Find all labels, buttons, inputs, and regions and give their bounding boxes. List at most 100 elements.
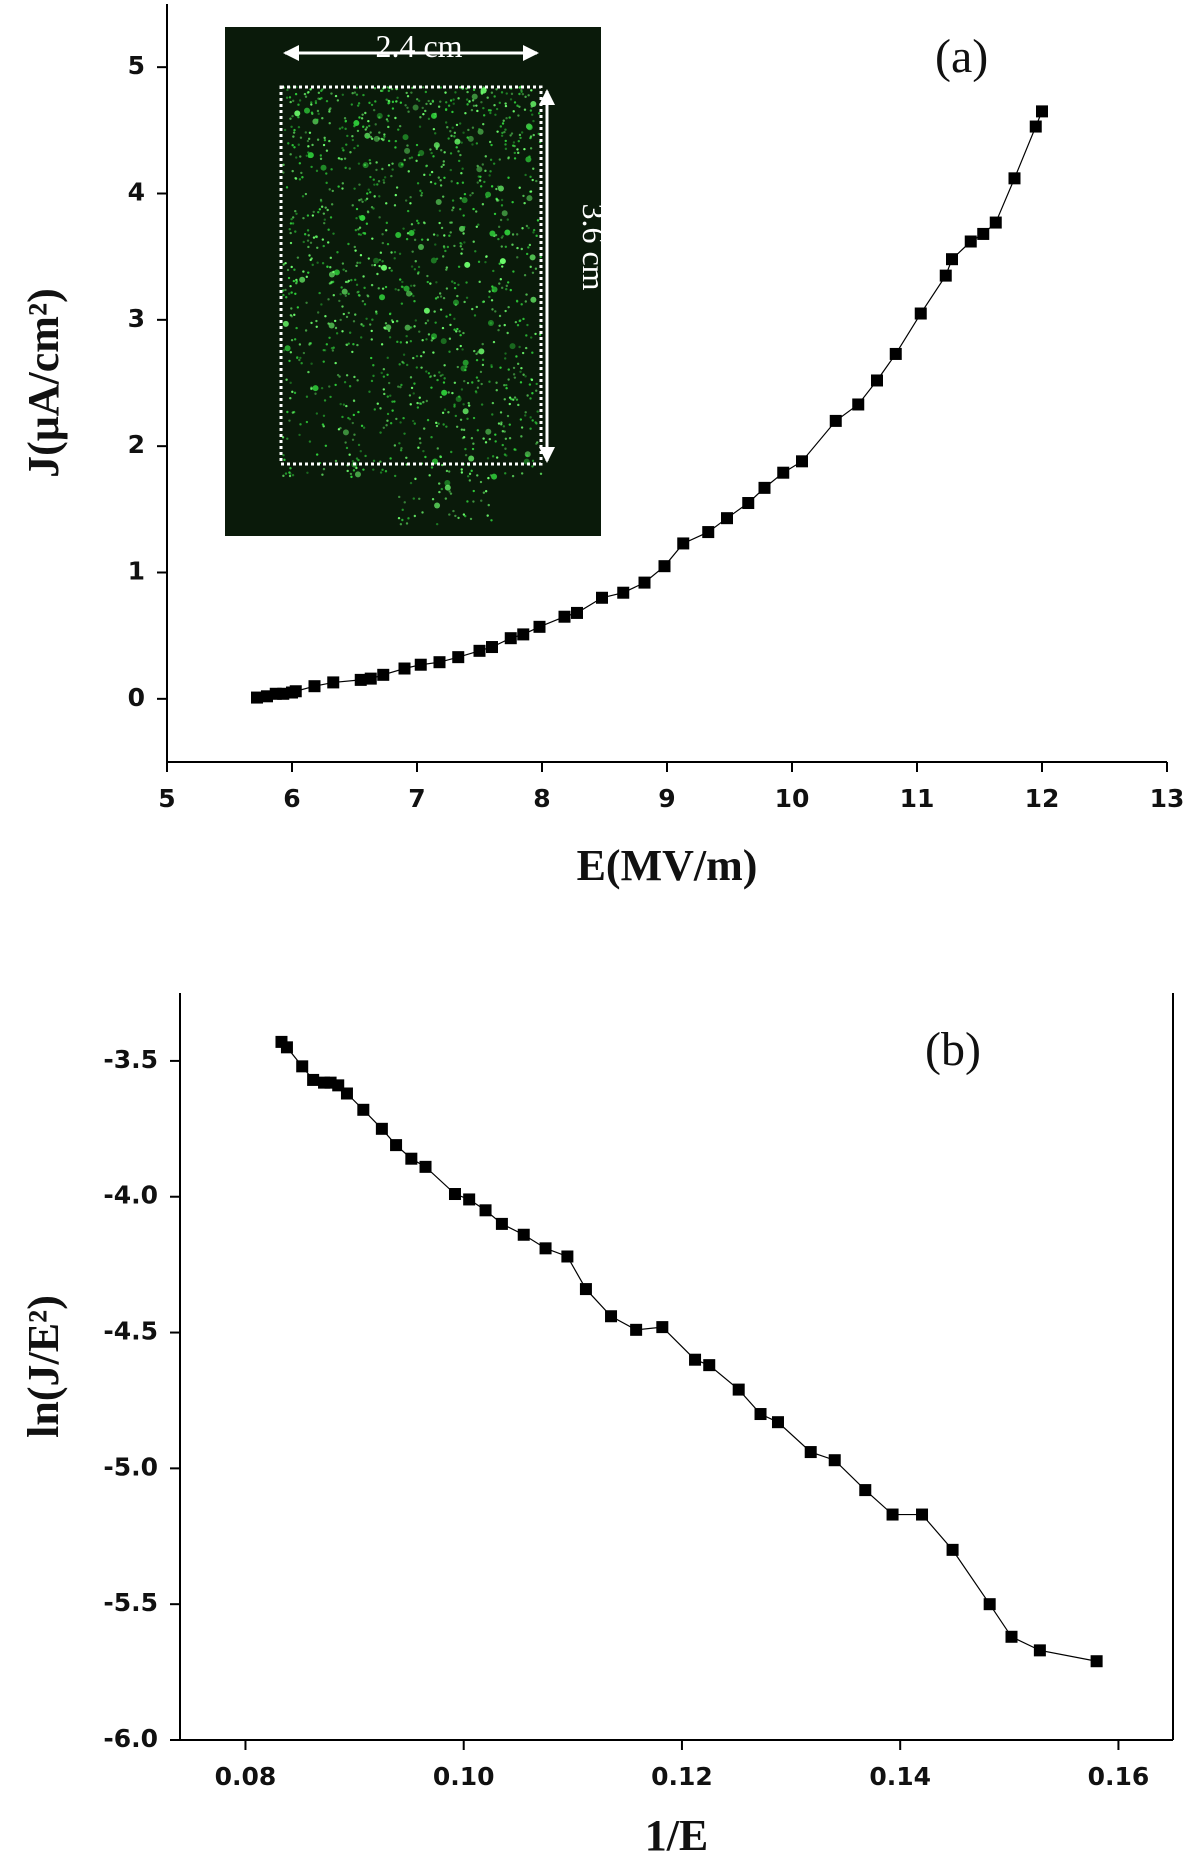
emitter-spot bbox=[436, 234, 439, 237]
emitter-spot bbox=[297, 116, 300, 119]
emitter-spot bbox=[373, 195, 376, 198]
emitter-spot bbox=[500, 198, 504, 202]
data-point bbox=[296, 1060, 309, 1073]
emitter-spot bbox=[294, 292, 297, 296]
emitter-spot bbox=[519, 381, 523, 384]
emitter-spot bbox=[497, 422, 501, 425]
emitter-spot bbox=[448, 470, 451, 473]
emitter-spot bbox=[312, 236, 316, 239]
emitter-spot bbox=[498, 101, 502, 105]
emitter-spot bbox=[449, 492, 453, 495]
emitter-spot bbox=[358, 226, 362, 229]
emitter-spot bbox=[460, 172, 463, 175]
emitter-spot bbox=[291, 222, 295, 225]
emitter-spot bbox=[451, 280, 454, 283]
emitter-spot bbox=[292, 131, 296, 134]
emitter-spot bbox=[464, 261, 471, 268]
emitter-spot bbox=[391, 162, 394, 165]
emitter-spot bbox=[488, 380, 491, 383]
emitter-spot bbox=[374, 100, 377, 103]
emitter-spot bbox=[288, 419, 291, 422]
emitter-spot bbox=[397, 288, 400, 292]
emitter-spot bbox=[471, 307, 474, 311]
emitter-spot bbox=[484, 88, 488, 92]
emitter-spot bbox=[437, 422, 440, 425]
emitter-spot bbox=[307, 137, 311, 141]
emitter-spot bbox=[429, 282, 432, 285]
emitter-spot bbox=[491, 286, 498, 293]
emitter-spot bbox=[501, 234, 505, 238]
emitter-spot bbox=[432, 351, 435, 354]
emitter-spot bbox=[539, 472, 543, 475]
emitter-spot bbox=[310, 165, 313, 169]
emitter-spot bbox=[512, 398, 515, 401]
emitter-spot bbox=[338, 299, 341, 303]
emitter-spot bbox=[504, 352, 507, 355]
emitter-spot bbox=[465, 281, 468, 284]
emitter-spot bbox=[525, 224, 529, 228]
emitter-spot bbox=[359, 450, 362, 453]
emitter-spot bbox=[345, 374, 349, 377]
emitter-spot bbox=[470, 469, 473, 473]
emitter-spot bbox=[306, 239, 310, 242]
emitter-spot bbox=[456, 327, 459, 331]
emitter-spot bbox=[434, 297, 438, 300]
emitter-spot bbox=[289, 222, 293, 225]
emitter-spot bbox=[455, 142, 459, 145]
emitter-spot bbox=[327, 228, 330, 231]
emitter-spot bbox=[351, 135, 354, 138]
emitter-spot bbox=[442, 296, 446, 300]
emitter-spot bbox=[369, 131, 372, 134]
emitter-spot bbox=[444, 249, 447, 253]
emitter-spot bbox=[282, 171, 285, 174]
emitter-spot bbox=[488, 295, 491, 299]
emitter-spot bbox=[322, 244, 325, 248]
emitter-spot bbox=[456, 294, 459, 298]
emitter-spot bbox=[500, 134, 504, 137]
emitter-spot bbox=[291, 99, 295, 103]
emitter-spot bbox=[420, 194, 423, 197]
emitter-spot bbox=[285, 378, 288, 381]
emitter-spot bbox=[481, 163, 484, 166]
emitter-spot bbox=[476, 164, 479, 168]
data-point bbox=[1036, 105, 1048, 118]
emitter-spot bbox=[529, 254, 536, 261]
emitter-spot bbox=[441, 411, 445, 415]
emitter-spot bbox=[453, 403, 456, 406]
emitter-spot bbox=[508, 423, 511, 426]
emitter-spot bbox=[342, 149, 345, 152]
data-point bbox=[414, 658, 427, 671]
emitter-spot bbox=[531, 419, 534, 422]
emitter-spot bbox=[448, 234, 451, 237]
emitter-spot bbox=[498, 262, 501, 265]
data-point bbox=[946, 1543, 959, 1556]
emitter-spot bbox=[376, 272, 379, 276]
emitter-spot bbox=[304, 95, 308, 98]
emitter-spot bbox=[283, 128, 287, 132]
emitter-spot bbox=[375, 312, 378, 315]
emitter-spot bbox=[331, 189, 334, 193]
emitter-spot bbox=[381, 287, 385, 290]
emitter-spot bbox=[384, 285, 388, 289]
emitter-spot bbox=[436, 447, 439, 450]
emitter-spot bbox=[434, 182, 437, 185]
emitter-spot bbox=[461, 167, 464, 170]
data-point bbox=[596, 591, 608, 604]
emitter-spot bbox=[394, 146, 397, 149]
emitter-spot bbox=[320, 164, 327, 171]
emitter-spot bbox=[425, 370, 428, 373]
emitter-spot bbox=[295, 326, 298, 330]
data-point bbox=[280, 1041, 293, 1054]
emitter-spot bbox=[481, 363, 485, 367]
emitter-spot bbox=[289, 241, 293, 245]
emitter-spot bbox=[457, 159, 461, 163]
emitter-spot bbox=[348, 385, 352, 388]
emitter-spot bbox=[343, 117, 347, 120]
emitter-spot bbox=[517, 403, 520, 407]
emitter-spot bbox=[525, 454, 529, 457]
emitter-spot bbox=[307, 271, 310, 274]
data-point bbox=[375, 1122, 388, 1135]
emitter-spot bbox=[534, 332, 537, 336]
emitter-spot bbox=[531, 465, 534, 468]
y-axis-label: ln(J/E²) bbox=[19, 1295, 68, 1438]
